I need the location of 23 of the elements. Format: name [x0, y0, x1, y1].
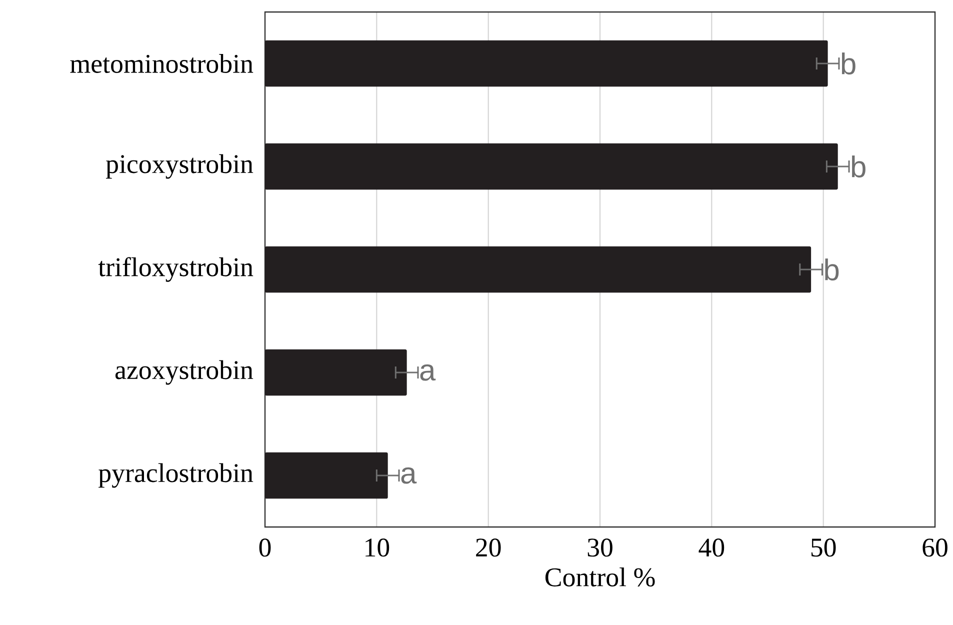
annotation: a	[401, 467, 417, 484]
annotation: b	[842, 52, 856, 74]
x-tick-label: 0	[259, 538, 271, 557]
bar	[265, 246, 812, 293]
bar	[265, 143, 838, 190]
x-tick-label: 30	[588, 538, 612, 557]
x-tick-label: 50	[811, 538, 836, 557]
bar	[265, 452, 388, 499]
bar	[265, 40, 828, 87]
x-tick-label: 40	[698, 538, 724, 557]
annotation: a	[420, 364, 436, 381]
annotation: b	[825, 258, 839, 280]
y-tick-label: trifloxystrobin	[98, 257, 254, 282]
bar	[265, 349, 407, 396]
y-tick-label: picoxystrobin	[106, 154, 254, 179]
x-tick-label: 20	[476, 538, 501, 557]
x-axis-title: Control %	[545, 568, 655, 587]
y-tick-label: pyraclostrobin	[98, 463, 254, 488]
x-tick-label: 10	[366, 538, 390, 557]
y-tick-label: azoxystrobin	[115, 360, 254, 385]
y-tick-label: metominostrobin	[70, 54, 254, 73]
annotation: b	[852, 156, 866, 178]
x-tick-label: 60	[922, 538, 948, 557]
